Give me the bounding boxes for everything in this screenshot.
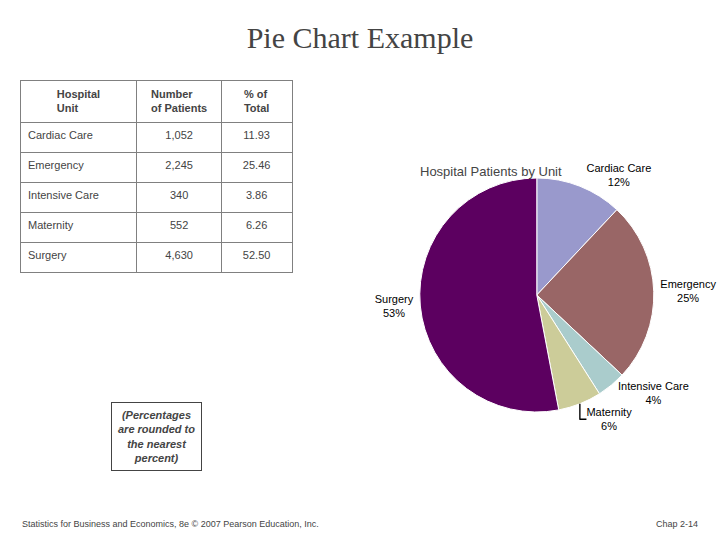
svg-text:Maternity: Maternity [28,219,74,231]
svg-text:6.26: 6.26 [246,219,267,231]
svg-text:HospitalUnit: HospitalUnit [57,88,100,114]
svg-text:4,630: 4,630 [165,249,193,261]
svg-text:2,245: 2,245 [165,159,193,171]
svg-text:Cardiac Care: Cardiac Care [28,129,93,141]
svg-text:(Percentagesare rounded tothe: (Percentagesare rounded tothe nearestper… [118,409,195,464]
svg-text:Cardiac Care12%: Cardiac Care12% [586,162,651,188]
svg-text:Pie Chart Example: Pie Chart Example [247,21,474,54]
svg-text:Maternity6%: Maternity6% [586,406,632,432]
svg-text:Intensive Care4%: Intensive Care4% [618,380,689,406]
svg-text:3.86: 3.86 [246,189,267,201]
svg-text:Emergency25%: Emergency25% [660,278,716,304]
svg-text:25.46: 25.46 [243,159,271,171]
svg-text:% ofTotal: % ofTotal [244,88,269,114]
svg-text:Surgery: Surgery [28,249,67,261]
svg-text:Numberof Patients: Numberof Patients [151,88,207,114]
svg-text:Hospital Patients by Unit: Hospital Patients by Unit [420,164,562,179]
svg-text:52.50: 52.50 [243,249,271,261]
svg-text:Surgery53%: Surgery53% [375,293,414,319]
svg-text:552: 552 [170,219,188,231]
svg-text:1,052: 1,052 [165,129,193,141]
svg-text:11.93: 11.93 [243,129,270,141]
svg-text:Chap 2-14: Chap 2-14 [656,519,698,529]
svg-text:Emergency: Emergency [28,159,84,171]
svg-text:Intensive Care: Intensive Care [28,189,99,201]
svg-text:340: 340 [170,189,188,201]
svg-text:Statistics for Business and Ec: Statistics for Business and Economics, 8… [22,519,319,529]
